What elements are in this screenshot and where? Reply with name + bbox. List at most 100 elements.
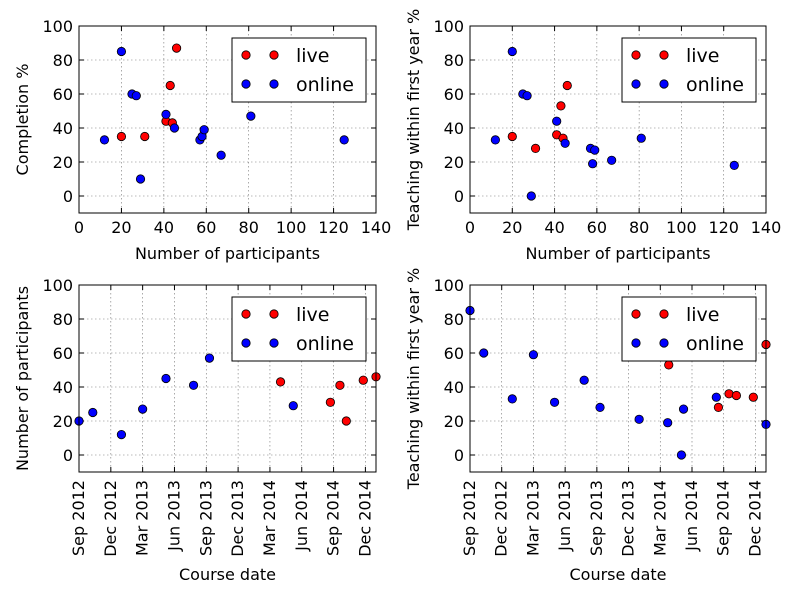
chart-panel-1: 0 20 40 60 80 100 0 20 40 60 80 100 120 140 Number of … xyxy=(13,17,391,263)
x-tick-label: 40 xyxy=(154,218,174,237)
live-data-point xyxy=(171,43,182,53)
y-tick-label: 60 xyxy=(444,344,464,363)
online-data-point xyxy=(88,407,98,418)
x-tick-label: Dec 2013 xyxy=(619,480,638,557)
x-tick-label: Mar 2014 xyxy=(650,480,669,556)
x-tick-label: Dec 2013 xyxy=(228,480,247,557)
live-data-point xyxy=(664,360,674,370)
live-data-point xyxy=(341,416,351,426)
online-data-point xyxy=(552,116,562,126)
online-data-point xyxy=(99,135,110,145)
chart-panel-3: 0 20 40 60 80 100 Sep 2012 Dec 2012 Mar 2013 Jun … xyxy=(13,276,381,584)
legend-marker xyxy=(659,50,669,60)
x-axis-label: Course date xyxy=(569,565,666,584)
legend-label: online xyxy=(296,333,354,355)
online-data-point xyxy=(204,353,215,363)
online-data-point xyxy=(528,350,539,360)
legend-label: online xyxy=(686,333,744,355)
chart-panel-4: 0 20 40 60 80 100 Sep 2012 Dec 2012 Mar 2013 Jun … xyxy=(404,268,771,584)
online-data-point xyxy=(607,155,617,165)
legend-box xyxy=(231,37,367,103)
legend: live online xyxy=(621,296,757,362)
live-data-point xyxy=(507,131,517,142)
live-data-point xyxy=(116,131,127,142)
y-tick-label: 0 xyxy=(63,187,73,206)
legend-box xyxy=(231,296,367,362)
y-tick-label: 60 xyxy=(53,85,73,104)
y-tick-label: 100 xyxy=(433,276,464,295)
x-tick-label: 140 xyxy=(751,218,782,237)
online-data-point xyxy=(595,402,605,412)
legend-marker xyxy=(241,79,251,89)
legend: live online xyxy=(231,37,367,103)
x-tick-label: Jun 2014 xyxy=(682,480,701,552)
online-data-point xyxy=(507,46,517,57)
x-tick-label: Sep 2014 xyxy=(714,480,733,556)
y-tick-label: 20 xyxy=(53,412,73,431)
x-tick-label: 0 xyxy=(74,218,84,237)
online-data-point xyxy=(135,174,146,184)
online-data-point xyxy=(526,191,536,201)
legend-marker xyxy=(241,338,251,348)
online-data-point xyxy=(339,135,349,145)
online-data-point xyxy=(199,125,209,135)
x-tick-label: Sep 2013 xyxy=(587,480,606,556)
x-tick-label: Sep 2012 xyxy=(69,480,88,556)
live-data-point xyxy=(562,80,572,91)
y-tick-label: 20 xyxy=(444,153,464,172)
plot-frame xyxy=(78,25,377,214)
online-data-point xyxy=(161,373,171,384)
y-tick-label: 80 xyxy=(53,310,73,329)
x-tick-label: 80 xyxy=(629,218,649,237)
x-tick-label: 40 xyxy=(544,218,564,237)
x-tick-label: 0 xyxy=(465,218,475,237)
online-data-point xyxy=(138,404,148,414)
live-data-point xyxy=(530,143,541,153)
legend-box xyxy=(621,296,757,362)
x-tick-label: Dec 2012 xyxy=(492,480,511,557)
y-tick-label: 60 xyxy=(53,344,73,363)
legend-marker xyxy=(631,50,641,60)
online-data-point xyxy=(507,394,517,404)
y-tick-label: 0 xyxy=(454,446,464,465)
y-axis-label: Completion % xyxy=(13,64,32,176)
x-tick-label: 60 xyxy=(196,218,216,237)
online-data-point xyxy=(634,414,644,424)
legend: live online xyxy=(621,37,757,103)
x-axis-label: Number of participants xyxy=(525,244,710,263)
online-data-point xyxy=(288,401,298,411)
y-tick-label: 0 xyxy=(454,187,464,206)
plot-frame xyxy=(469,284,767,473)
legend-marker xyxy=(631,338,641,348)
online-data-point xyxy=(588,159,598,169)
online-data-point xyxy=(678,404,689,414)
online-data-point xyxy=(161,109,171,120)
y-tick-label: 60 xyxy=(444,85,464,104)
live-data-point xyxy=(335,380,345,390)
y-tick-label: 100 xyxy=(42,17,73,36)
x-tick-label: Dec 2014 xyxy=(355,480,374,557)
x-tick-label: Dec 2012 xyxy=(101,480,120,557)
y-tick-label: 40 xyxy=(53,378,73,397)
live-data-point xyxy=(556,101,566,111)
legend: live online xyxy=(231,296,367,362)
x-tick-label: Mar 2013 xyxy=(133,480,152,556)
online-data-point xyxy=(490,135,500,145)
y-axis-label: Teaching within first year % xyxy=(404,9,423,231)
legend-marker xyxy=(269,338,279,348)
y-tick-label: 80 xyxy=(53,51,73,70)
live-data-point xyxy=(275,377,286,387)
y-axis-label: Teaching within first year % xyxy=(404,268,423,490)
legend-box xyxy=(621,37,757,103)
legend-marker xyxy=(659,79,669,89)
online-data-point xyxy=(729,160,739,170)
online-data-point xyxy=(479,348,489,358)
x-axis-label: Course date xyxy=(179,565,276,584)
x-tick-label: 120 xyxy=(708,218,739,237)
online-data-point xyxy=(676,450,687,460)
x-tick-label: Sep 2014 xyxy=(324,480,343,556)
y-axis-label: Number of participants xyxy=(13,286,32,471)
x-tick-label: Dec 2014 xyxy=(745,480,764,557)
x-tick-label: 20 xyxy=(502,218,522,237)
